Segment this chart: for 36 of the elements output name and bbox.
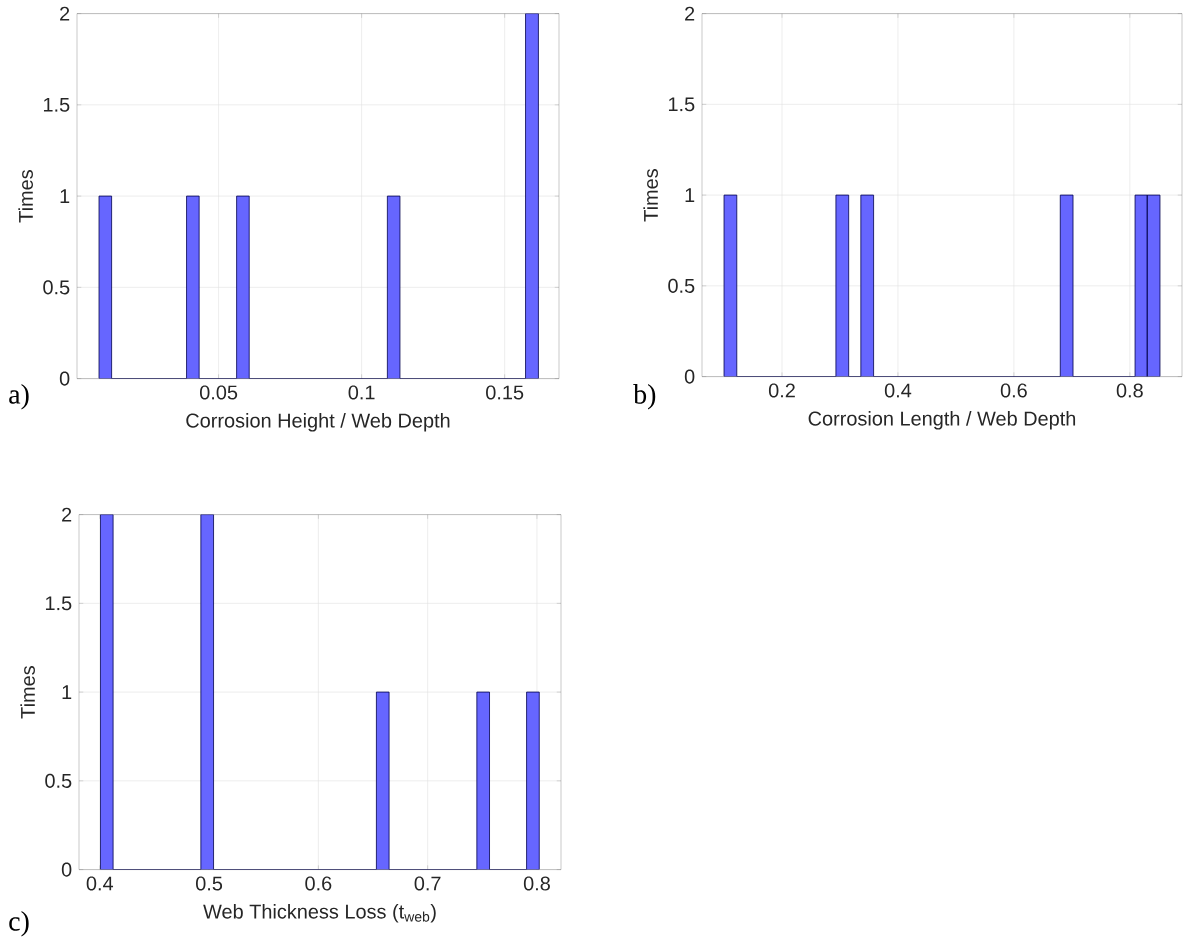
y-tick-label: 1: [685, 188, 695, 203]
x-tick-label: 0.8: [1116, 383, 1143, 398]
y-axis-title: Times: [20, 666, 35, 719]
x-tick-label: 0.8: [523, 876, 550, 891]
y-tick-label: 1.5: [43, 98, 70, 112]
text: a): [9, 384, 29, 410]
x-tick-label: 0.7: [414, 876, 441, 891]
y-tick-label: 2: [685, 6, 695, 21]
y-tick-label: 0: [684, 369, 695, 384]
x-tick-label: 0.4: [86, 876, 114, 891]
x-tick-label: 0.15: [486, 385, 524, 400]
y-tick-label: 1: [62, 685, 72, 700]
x-tick-label: 0.5: [196, 876, 223, 891]
x-axis-title: Web Thickness Loss (t$_{web}$): [203, 904, 436, 923]
x-tick-label: 0.2: [768, 383, 795, 398]
y-tick-label: 0.5: [43, 280, 70, 295]
y-tick-label: 0.5: [45, 774, 72, 789]
y-axis-title: Times: [18, 170, 33, 223]
y-tick-label: 1.5: [45, 596, 72, 611]
y-tick-label: 1.5: [668, 97, 695, 112]
y-tick-label: 0: [59, 371, 70, 386]
y-axis-title: Times: [643, 169, 658, 222]
x-tick-label: 0.4: [884, 383, 912, 398]
x-tick-label: 0.05: [199, 385, 238, 400]
y-tick-label: 2: [62, 507, 72, 522]
y-tick-label: 2: [60, 6, 70, 21]
x-tick-label: 0.6: [305, 876, 332, 891]
y-tick-label: 0: [61, 862, 72, 877]
y-tick-label: 1: [60, 189, 70, 204]
x-axis-title: Corrosion Height / Web Depth: [186, 413, 450, 432]
text: b): [633, 384, 656, 410]
x-tick-label: 0.1: [348, 385, 375, 400]
x-tick-label: 0.6: [1000, 383, 1027, 398]
text: c): [9, 911, 29, 937]
y-tick-label: 0.5: [668, 279, 695, 294]
x-axis-title: Corrosion Length / Web Depth: [808, 411, 1076, 430]
